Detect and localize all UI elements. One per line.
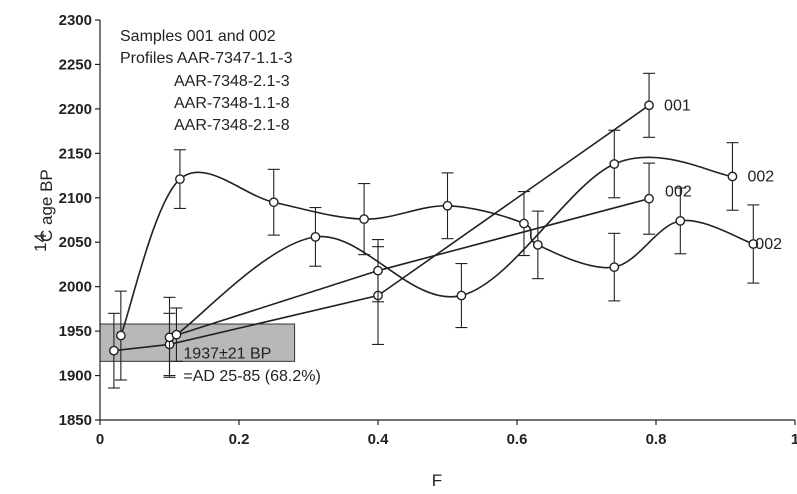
data-point [310, 231, 321, 242]
legend-line: AAR-7348-2.1-8 [174, 117, 290, 134]
series-label: 002 [747, 168, 774, 185]
data-point [519, 218, 529, 229]
y-tick-label: 2050 [59, 234, 92, 251]
y-axis-title: 14C age BP [31, 169, 56, 252]
legend-line: AAR-7348-1.1-8 [174, 95, 290, 112]
y-tick-label: 2200 [59, 101, 92, 118]
data-point [609, 159, 620, 169]
data-point [373, 265, 383, 276]
data-point [644, 193, 654, 204]
y-tick-label: 2100 [59, 190, 92, 207]
x-tick-label: 0.4 [368, 431, 390, 448]
x-tick-label: 0.2 [229, 431, 250, 448]
legend-line: Profiles AAR-7347-1.1-3 [120, 50, 293, 67]
series-line-0 [113, 104, 650, 352]
x-tick-label: 0 [96, 431, 104, 448]
data-point [644, 100, 654, 111]
data-point [609, 262, 620, 273]
legend-line: Samples 001 and 002 [120, 28, 276, 45]
x-tick-label: 0.6 [507, 431, 528, 448]
data-point [171, 329, 182, 340]
x-tick-label: 1 [791, 431, 797, 448]
y-tick-label: 1900 [59, 368, 92, 385]
y-tick-label: 2000 [59, 279, 92, 296]
calibration-sublabel: =AD 25-85 (68.2%) [183, 368, 320, 385]
y-tick-label: 2300 [59, 12, 92, 29]
y-axis-title-superscript: 14 [31, 233, 50, 252]
data-point [268, 197, 279, 208]
data-point [675, 215, 686, 226]
series-label: 002 [665, 184, 692, 201]
data-point [727, 171, 738, 182]
x-tick-label: 0.8 [646, 431, 667, 448]
data-point [748, 239, 759, 249]
data-point [109, 345, 119, 356]
data-point [115, 330, 126, 341]
data-point [532, 239, 543, 250]
series-label: 001 [664, 97, 691, 114]
y-tick-label: 1850 [59, 412, 92, 429]
data-point [359, 214, 369, 225]
y-tick-label: 1950 [59, 323, 92, 340]
data-point [442, 200, 453, 211]
calibration-label: 1937±21 BP [183, 346, 271, 363]
legend-line: AAR-7348-2.1-3 [174, 73, 290, 90]
data-point [456, 290, 467, 301]
y-axis-title-text: C age BP [37, 169, 56, 242]
y-tick-label: 2150 [59, 145, 92, 162]
series-label: 002 [755, 236, 782, 253]
calibration-box [99, 323, 296, 362]
y-tick-label: 2250 [59, 56, 92, 73]
x-axis-title: F [432, 471, 442, 490]
data-point [175, 174, 185, 185]
series-line-1 [169, 197, 650, 339]
